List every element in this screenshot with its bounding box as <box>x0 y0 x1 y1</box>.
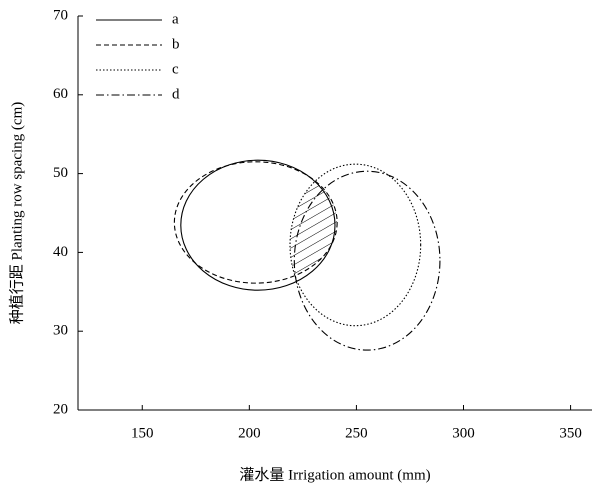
y-tick-label: 70 <box>53 7 68 23</box>
overlap-hatch <box>290 164 338 284</box>
x-tick-label: 300 <box>452 425 475 441</box>
y-tick-label: 60 <box>53 86 68 102</box>
x-axis-label: 灌水量 Irrigation amount (mm) <box>239 466 430 483</box>
y-tick-label: 30 <box>53 323 68 339</box>
y-axis-label: 种植行距 Planting row spacing (cm) <box>8 102 25 324</box>
x-tick-label: 200 <box>238 425 261 441</box>
legend-label: b <box>172 36 180 52</box>
y-tick-label: 50 <box>53 165 68 181</box>
legend-label: a <box>172 11 179 27</box>
y-tick-label: 20 <box>53 401 68 417</box>
x-tick-label: 250 <box>345 425 368 441</box>
ellipse <box>289 163 422 327</box>
legend-label: c <box>172 61 179 77</box>
x-tick-label: 150 <box>131 425 154 441</box>
legend-label: d <box>172 86 180 102</box>
y-tick-label: 40 <box>53 244 68 260</box>
x-tick-label: 350 <box>559 425 582 441</box>
